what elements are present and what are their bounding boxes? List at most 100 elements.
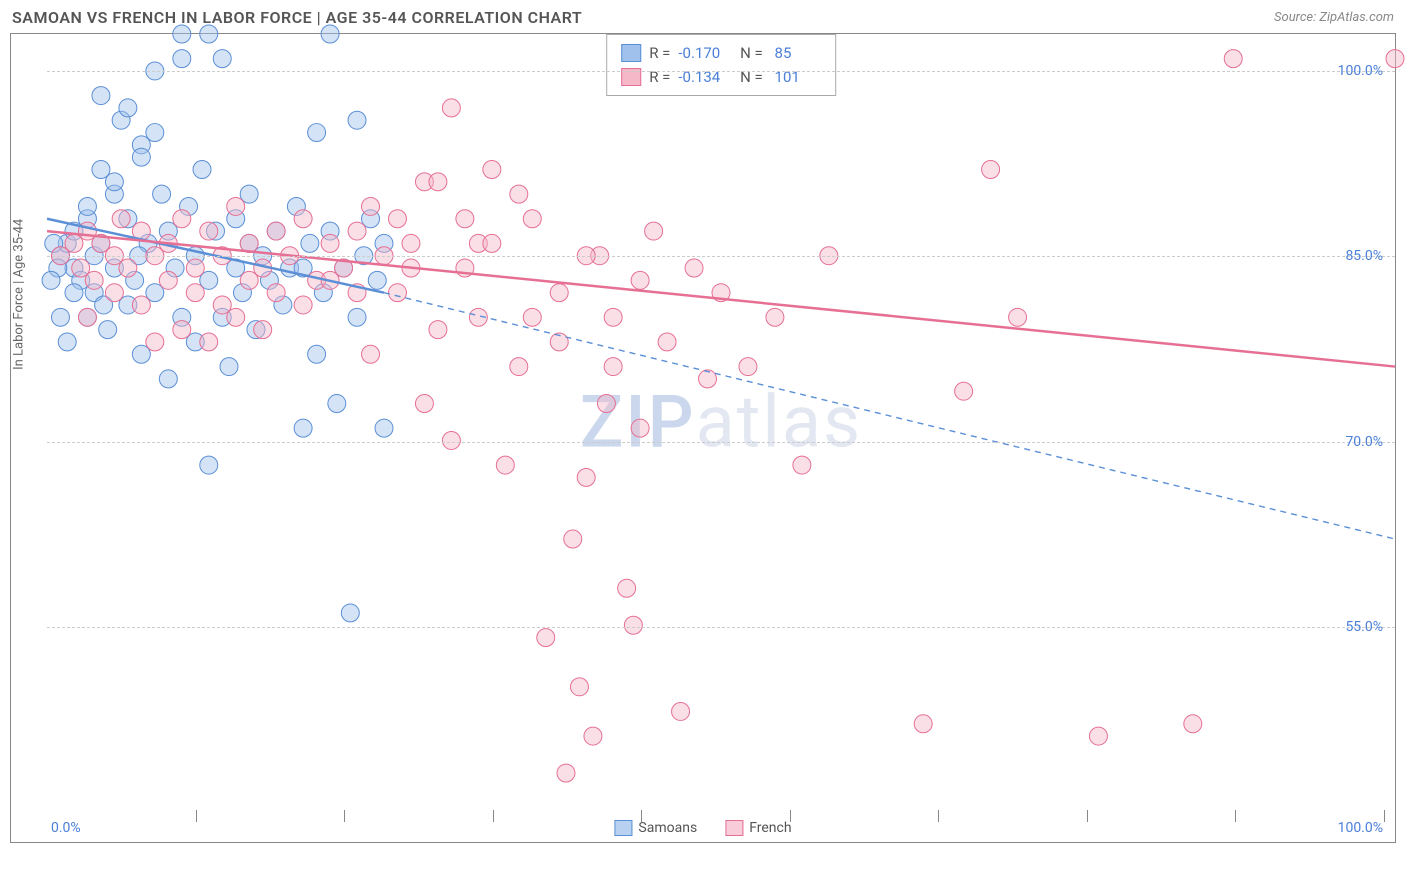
data-point	[308, 124, 326, 142]
data-point	[321, 25, 339, 43]
x-axis-max-label: 100.0%	[1338, 820, 1383, 836]
data-point	[645, 222, 663, 240]
data-point	[146, 333, 164, 351]
data-point	[200, 456, 218, 474]
data-point	[550, 284, 568, 302]
plot-area: ZIPatlas R =-0.170 N = 85R =-0.134 N = 1…	[47, 34, 1395, 810]
data-point	[631, 271, 649, 289]
data-point	[1224, 50, 1242, 68]
data-point	[584, 727, 602, 745]
data-point	[793, 456, 811, 474]
data-point	[267, 222, 285, 240]
data-point	[146, 124, 164, 142]
legend-swatch	[725, 820, 743, 836]
y-tick-label: 70.0%	[1345, 434, 1383, 450]
data-point	[200, 333, 218, 351]
data-point	[328, 395, 346, 413]
data-point	[564, 530, 582, 548]
stat-n-value: 85	[771, 41, 821, 65]
data-point	[442, 99, 460, 117]
data-point	[220, 358, 238, 376]
data-point	[173, 321, 191, 339]
data-point	[618, 579, 636, 597]
data-point	[456, 210, 474, 228]
legend-item: French	[725, 820, 791, 836]
stat-r-value: -0.134	[678, 65, 728, 89]
gridline	[47, 627, 1395, 628]
data-point	[577, 468, 595, 486]
legend-label: French	[749, 820, 791, 836]
data-point	[442, 431, 460, 449]
x-tick	[1087, 810, 1088, 822]
data-point	[78, 197, 96, 215]
legend-swatch	[614, 820, 632, 836]
data-point	[375, 419, 393, 437]
gridline	[47, 442, 1395, 443]
data-point	[348, 111, 366, 129]
data-point	[159, 271, 177, 289]
data-point	[78, 308, 96, 326]
data-point	[388, 210, 406, 228]
data-point	[58, 333, 76, 351]
data-point	[153, 185, 171, 203]
data-point	[496, 456, 514, 474]
data-point	[523, 210, 541, 228]
stat-n-value: 101	[771, 65, 821, 89]
data-point	[537, 629, 555, 647]
y-tick-label: 85.0%	[1345, 248, 1383, 264]
x-tick	[790, 810, 791, 822]
data-point	[699, 370, 717, 388]
data-point	[362, 197, 380, 215]
data-point	[254, 321, 272, 339]
data-point	[739, 358, 757, 376]
data-point	[766, 308, 784, 326]
legend: Samoans French	[614, 820, 791, 836]
data-point	[92, 87, 110, 105]
data-point	[240, 271, 258, 289]
chart-title: SAMOAN VS FRENCH IN LABOR FORCE | AGE 35…	[12, 8, 582, 27]
x-tick	[344, 810, 345, 822]
data-point	[510, 358, 528, 376]
data-point	[604, 308, 622, 326]
data-point	[429, 321, 447, 339]
data-point	[429, 173, 447, 191]
data-point	[483, 234, 501, 252]
data-point	[341, 604, 359, 622]
data-point	[159, 370, 177, 388]
legend-label: Samoans	[638, 820, 697, 836]
data-point	[415, 395, 433, 413]
data-point	[132, 296, 150, 314]
data-point	[348, 308, 366, 326]
data-point	[597, 395, 615, 413]
x-tick	[938, 810, 939, 822]
trendline-extension	[384, 293, 1395, 539]
data-point	[105, 173, 123, 191]
stat-r-label: R =	[649, 41, 670, 65]
data-point	[955, 382, 973, 400]
data-point	[685, 259, 703, 277]
data-point	[914, 715, 932, 733]
x-tick	[1235, 810, 1236, 822]
data-point	[51, 308, 69, 326]
x-tick	[1384, 810, 1385, 822]
data-point	[1009, 308, 1027, 326]
stats-row: R =-0.134 N = 101	[621, 65, 821, 89]
data-point	[631, 419, 649, 437]
data-point	[362, 345, 380, 363]
data-point	[301, 234, 319, 252]
stat-r-value: -0.170	[678, 41, 728, 65]
data-point	[186, 259, 204, 277]
data-point	[982, 161, 1000, 179]
data-point	[119, 259, 137, 277]
data-point	[193, 161, 211, 179]
stat-r-label: R =	[649, 65, 670, 89]
data-point	[672, 702, 690, 720]
data-point	[112, 210, 130, 228]
data-point	[510, 185, 528, 203]
data-point	[348, 222, 366, 240]
data-point	[483, 161, 501, 179]
data-point	[105, 284, 123, 302]
data-point	[557, 764, 575, 782]
data-point	[65, 284, 83, 302]
correlation-stats-box: R =-0.170 N = 85R =-0.134 N = 101	[606, 34, 836, 96]
